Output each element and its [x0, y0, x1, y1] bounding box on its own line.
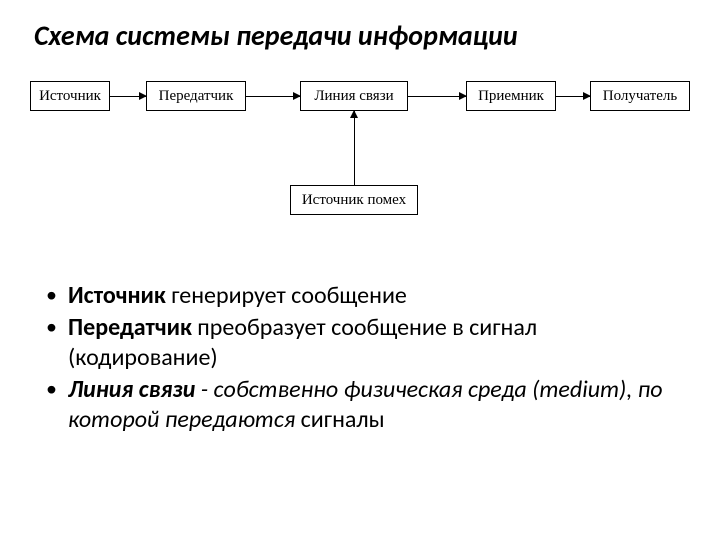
node-dest: Получатель	[590, 81, 690, 111]
node-source: Источник	[30, 81, 110, 111]
node-line: Линия связи	[300, 81, 408, 111]
edge-line-receiver	[408, 96, 466, 97]
bullet-item: Линия связи - собственно физическая сред…	[46, 375, 690, 435]
bullet-text: генерирует сообщение	[166, 281, 407, 310]
bullet-text: сигналы	[295, 405, 384, 434]
flowchart: Источник Передатчик Линия связи Приемник…	[30, 81, 690, 251]
bullet-bold: Источник	[68, 281, 166, 310]
bullet-bold-italic: Линия связи	[68, 375, 195, 404]
bullet-bold: Передатчик	[68, 313, 192, 342]
bullet-item: Источник генерирует сообщение	[46, 281, 690, 311]
edge-transmitter-line	[246, 96, 300, 97]
edge-receiver-dest	[556, 96, 590, 97]
edge-noise-line	[354, 111, 355, 185]
page-title: Схема системы передачи информации	[34, 18, 690, 53]
bullet-item: Передатчик преобразует сообщение в сигна…	[46, 313, 690, 373]
edge-source-transmitter	[110, 96, 146, 97]
node-noise: Источник помех	[290, 185, 418, 215]
node-transmitter: Передатчик	[146, 81, 246, 111]
node-receiver: Приемник	[466, 81, 556, 111]
bullet-list: Источник генерирует сообщение Передатчик…	[46, 281, 690, 435]
